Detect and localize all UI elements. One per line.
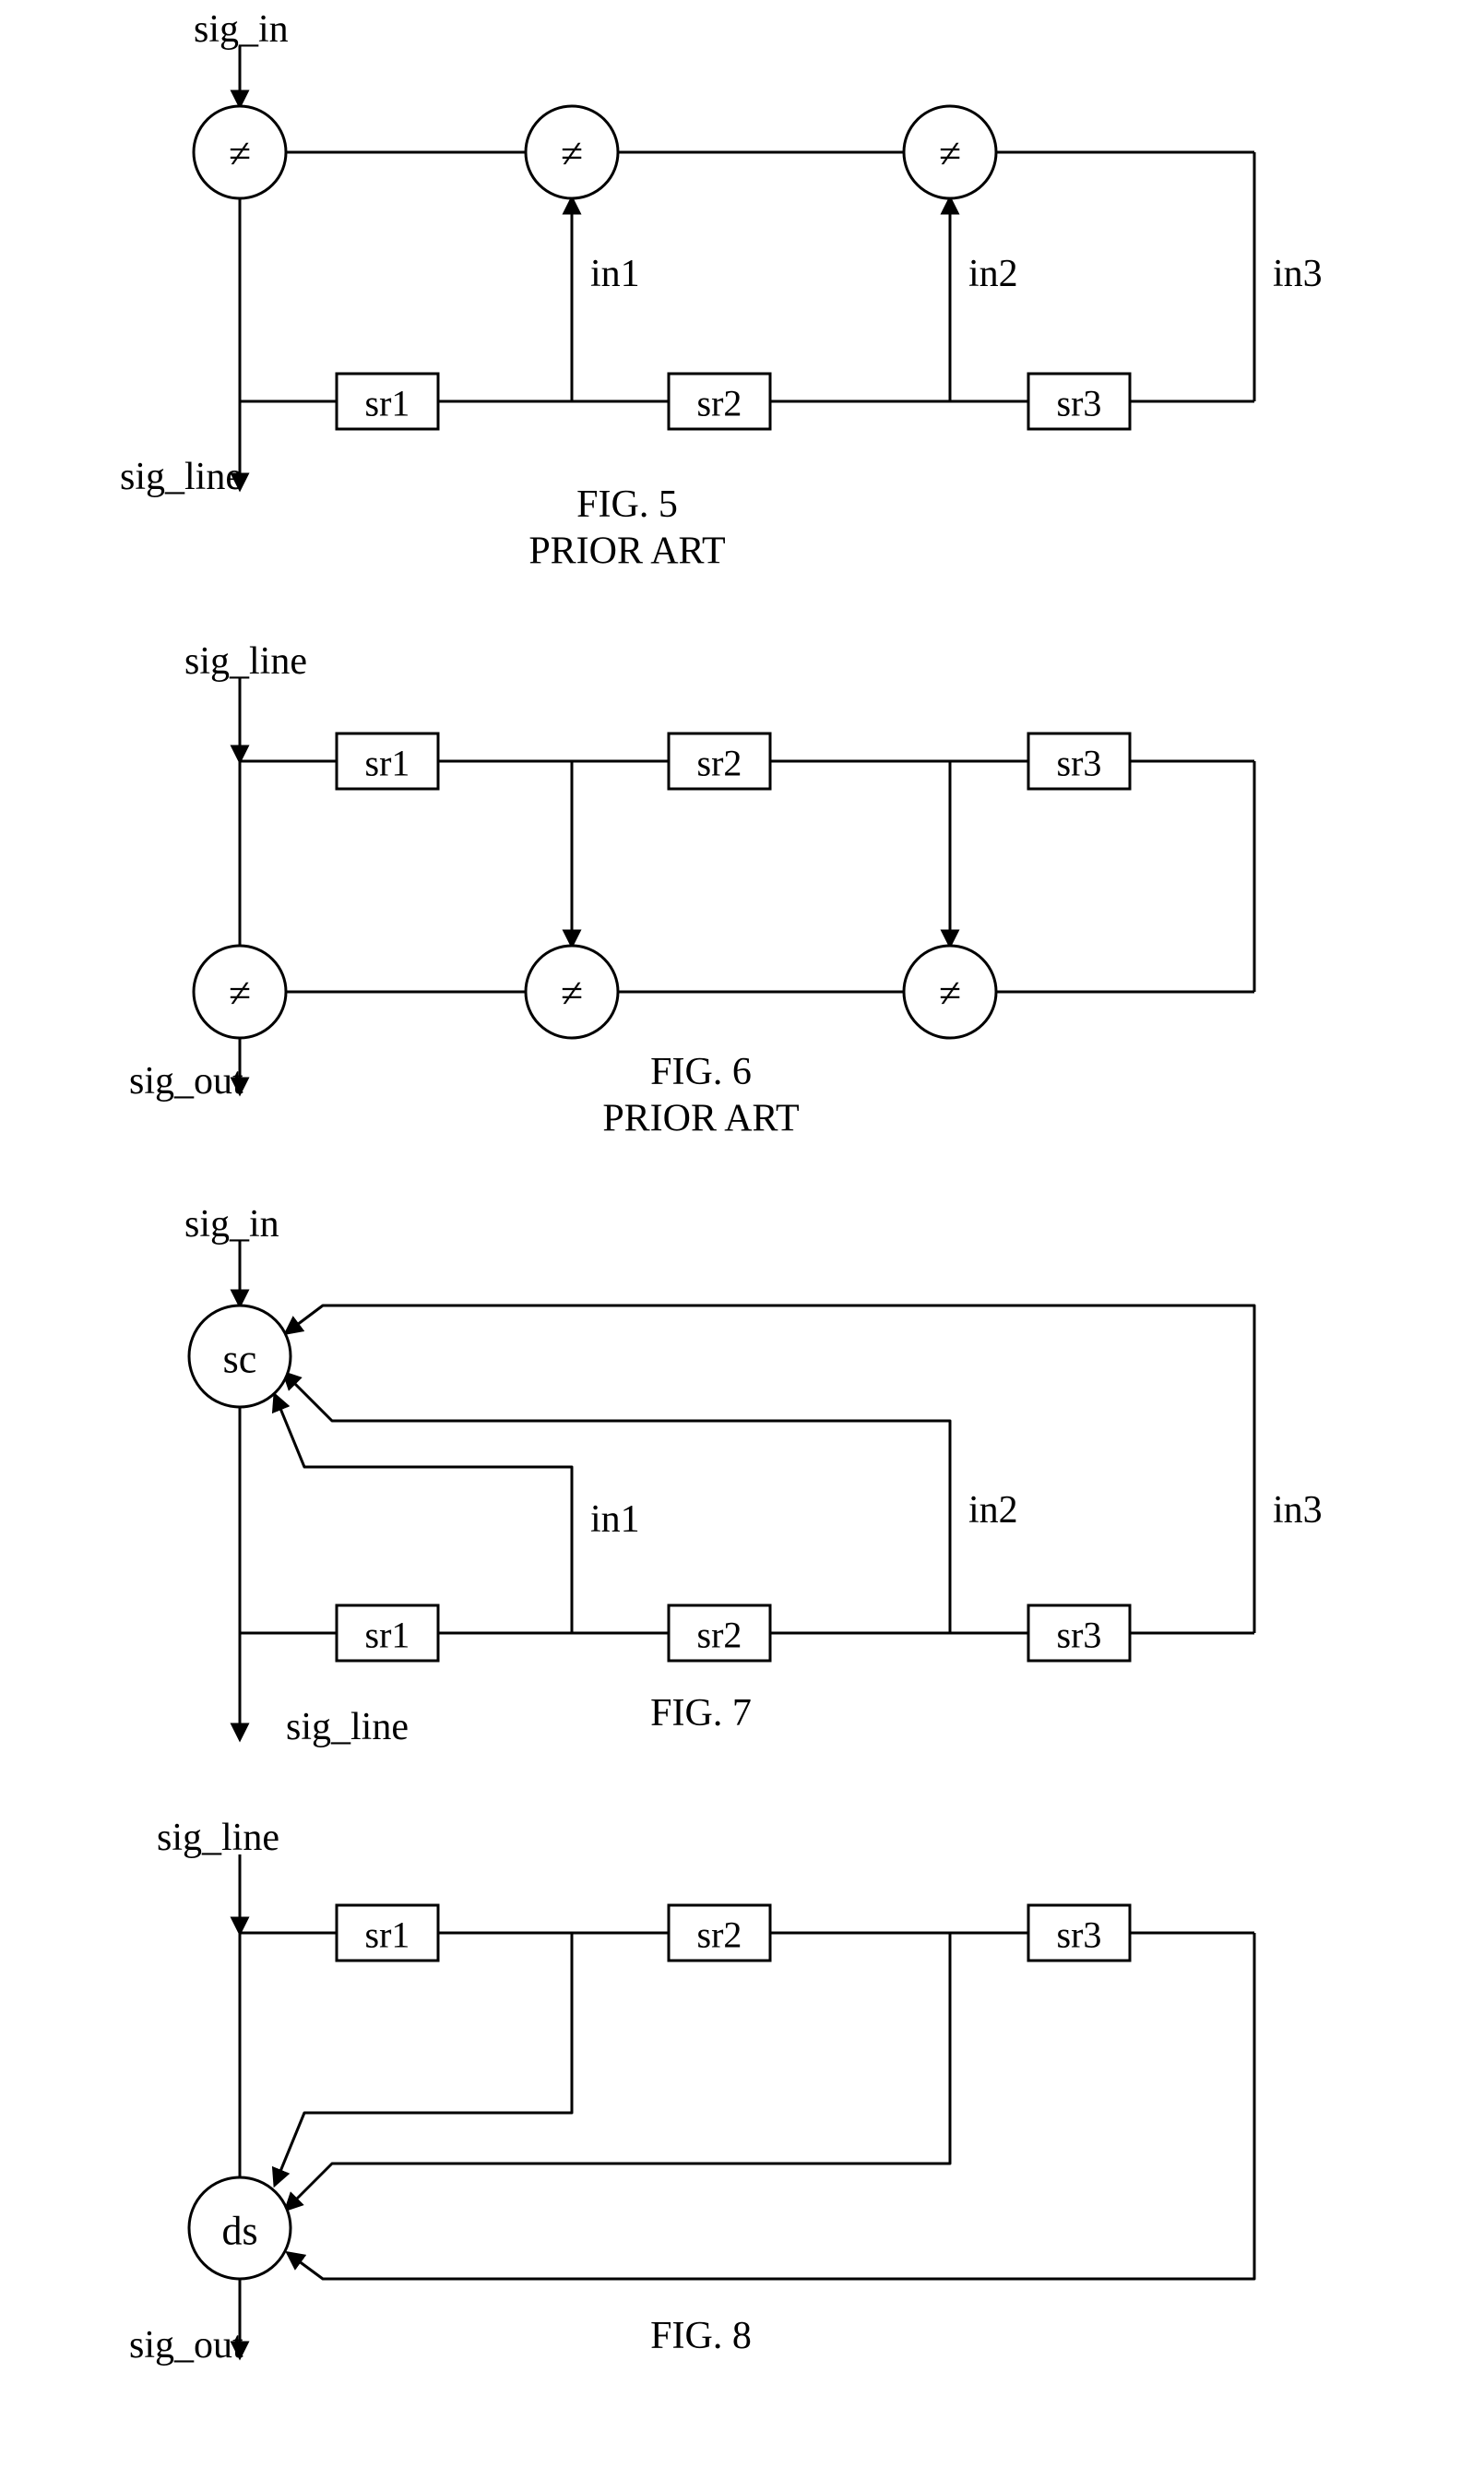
figure-caption: FIG. 8 — [650, 2315, 752, 2357]
feedback-wire — [288, 1933, 1254, 2279]
signal-label: sig_line — [120, 456, 243, 498]
op-label: ≠ — [229, 131, 251, 176]
register-label: sr3 — [1057, 1615, 1102, 1656]
register-label: sr2 — [697, 1615, 742, 1656]
op-label: ≠ — [939, 971, 961, 1016]
diagram-sheet: sr1 sr2 sr3 ≠ ≠ ≠ sig_in sig_line in1 in2 in3 FIG. … — [0, 0, 1484, 2468]
op-label: ≠ — [561, 131, 583, 176]
register-label: sr3 — [1057, 743, 1102, 784]
register-label: sr3 — [1057, 383, 1102, 424]
figure-fig7 — [189, 1241, 1254, 1739]
figure-caption: FIG. 6 — [650, 1051, 752, 1093]
feedback-wire — [275, 1933, 572, 2185]
figure-fig6 — [194, 678, 1254, 1093]
signal-label: sig_in — [184, 1203, 279, 1246]
register-label: sr1 — [365, 1615, 410, 1656]
op-label: ≠ — [561, 971, 583, 1016]
register-label: sr1 — [365, 383, 410, 424]
wire-label: in2 — [968, 253, 1018, 295]
figure-caption: FIG. 5 — [576, 483, 678, 526]
figure-caption: FIG. 7 — [650, 1692, 752, 1735]
feedback-wire — [286, 1933, 950, 2210]
signal-label: sig_line — [184, 640, 307, 683]
feedback-wire — [275, 1395, 572, 1633]
signal-label: sig_out — [129, 1060, 243, 1103]
op-label: ds — [221, 2209, 257, 2254]
signal-label: sig_out — [129, 2324, 243, 2367]
figure-caption: PRIOR ART — [602, 1097, 799, 1139]
register-label: sr2 — [697, 1914, 742, 1956]
register-label: sr2 — [697, 383, 742, 424]
wire-label: in1 — [590, 253, 640, 295]
feedback-wire — [286, 1306, 1254, 1633]
op-label: sc — [223, 1337, 257, 1382]
wire-label: in3 — [1273, 1489, 1323, 1532]
wire-label: in3 — [1273, 253, 1323, 295]
signal-label: sig_line — [286, 1706, 409, 1748]
figure-caption: PRIOR ART — [528, 530, 725, 572]
wire-label: in2 — [968, 1489, 1018, 1532]
signal-label: sig_line — [157, 1817, 279, 1859]
register-label: sr1 — [365, 743, 410, 784]
signal-label: sig_in — [194, 8, 289, 51]
register-label: sr2 — [697, 743, 742, 784]
op-label: ≠ — [939, 131, 961, 176]
register-label: sr1 — [365, 1914, 410, 1956]
register-label: sr3 — [1057, 1914, 1102, 1956]
op-label: ≠ — [229, 971, 251, 1016]
wire-label: in1 — [590, 1498, 640, 1541]
